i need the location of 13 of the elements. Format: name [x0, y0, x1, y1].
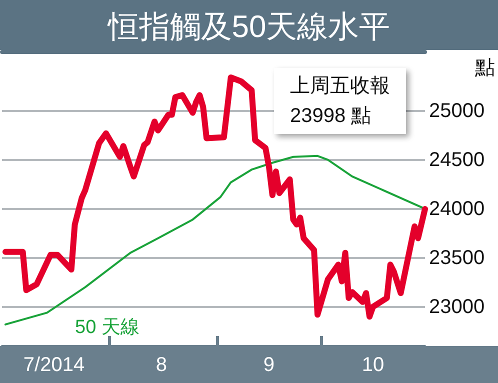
y-tick-label: 23000 — [429, 296, 485, 318]
x-tick-label: 7/2014 — [23, 354, 85, 376]
x-tick-label: 9 — [263, 354, 275, 376]
series-label: 50 天線 — [75, 317, 140, 338]
y-tick-label: 25000 — [429, 100, 485, 122]
chart-title: 恒指觸及50天線水平 — [106, 9, 390, 44]
x-tick-label: 10 — [362, 354, 384, 376]
annotation: 上周五收報 23998 點 — [290, 75, 390, 127]
y-axis-title: 點 — [474, 57, 495, 79]
x-tick-label: 8 — [156, 354, 168, 376]
y-tick-label: 24000 — [429, 198, 485, 220]
y-tick-label: 23500 — [429, 246, 485, 269]
y-tick-label: 24500 — [429, 148, 485, 171]
